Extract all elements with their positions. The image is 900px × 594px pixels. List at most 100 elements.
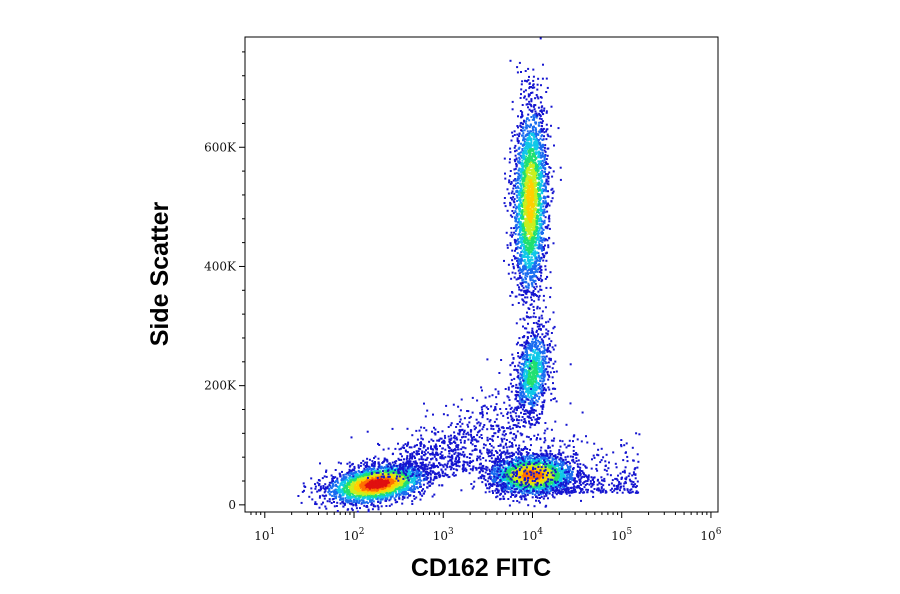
event-dot [506,484,509,487]
event-dot [347,485,350,488]
event-dot [531,482,534,485]
event-dot [349,481,352,483]
event-dot [529,473,531,476]
event-dot [372,486,375,489]
event-dot [393,497,396,500]
event-dot [369,500,372,503]
event-dot [350,479,353,482]
event-dot [514,462,517,465]
event-dot [526,457,529,460]
event-dot [542,479,545,482]
event-dot [366,488,369,490]
event-dot [522,449,525,452]
event-dot [493,468,496,471]
event-dot [532,477,535,480]
event-dot [395,488,397,491]
event-dot [535,479,538,482]
event-dot [511,459,514,462]
event-dot [325,475,328,478]
event-dot [502,495,505,498]
event-dot [333,491,335,494]
event-dot [553,478,556,481]
event-dot [362,492,365,495]
event-dot [549,452,552,455]
event-dot [484,483,487,486]
event-dot [520,411,522,414]
event-dot [506,470,509,473]
event-dot [417,472,420,475]
event-dot [518,485,521,488]
event-dot [431,495,434,498]
event-dot [400,491,403,493]
event-dot [501,489,504,492]
event-dot [391,479,394,482]
event-dot [546,464,549,467]
event-dot [386,479,389,482]
event-dot [517,352,519,354]
event-dot [556,464,559,467]
event-dot [497,470,500,473]
event-dot [539,501,541,504]
event-dot [328,481,331,484]
event-dot [534,375,537,378]
event-dot [540,314,543,317]
event-dot [335,485,338,488]
event-dot [359,471,362,474]
event-dot [382,496,385,499]
event-dot [508,468,511,471]
event-dot [555,472,558,475]
event-dot [534,482,537,485]
event-dot [354,470,357,473]
event-dot [435,472,438,475]
event-dot [342,494,345,497]
event-dot [383,491,386,494]
event-dot [377,469,380,472]
event-dot [513,478,516,481]
event-dot [426,468,429,470]
event-dot [414,478,417,481]
event-dot [518,361,521,364]
event-dot [413,484,416,487]
event-dot [550,464,553,467]
event-dot [326,500,329,503]
event-dot [508,482,511,485]
event-dot [348,468,351,471]
event-dot [393,475,395,478]
event-dot [511,455,514,457]
event-dot [552,470,555,473]
event-dot [337,485,339,488]
event-dot [518,460,521,463]
event-dot [566,472,569,475]
event-dot [532,481,535,484]
event-dot [519,376,522,379]
event-dot [326,485,329,488]
event-dot [545,460,548,463]
event-dot [488,459,491,462]
event-dot [420,479,423,482]
event-dot [409,487,412,490]
event-dot [376,481,379,484]
event-dot [389,469,392,471]
event-dot [512,467,515,469]
event-dot [369,487,371,490]
event-dot [565,474,568,477]
event-dot [553,485,556,488]
event-dot [420,458,423,460]
event-dot [358,482,361,485]
event-dot [328,487,331,490]
event-dot [345,485,348,488]
event-dot [362,463,365,466]
event-dot [373,495,376,498]
event-dot [501,480,503,483]
event-dot [378,490,381,493]
event-dot [395,492,397,495]
event-dot [485,484,487,487]
event-dot [343,485,346,488]
event-dot [404,491,407,493]
event-dot [503,488,505,491]
event-dot [351,487,354,490]
event-dot [380,505,383,508]
event-dot [381,477,384,479]
event-dot [411,464,414,467]
event-dot [412,460,415,463]
